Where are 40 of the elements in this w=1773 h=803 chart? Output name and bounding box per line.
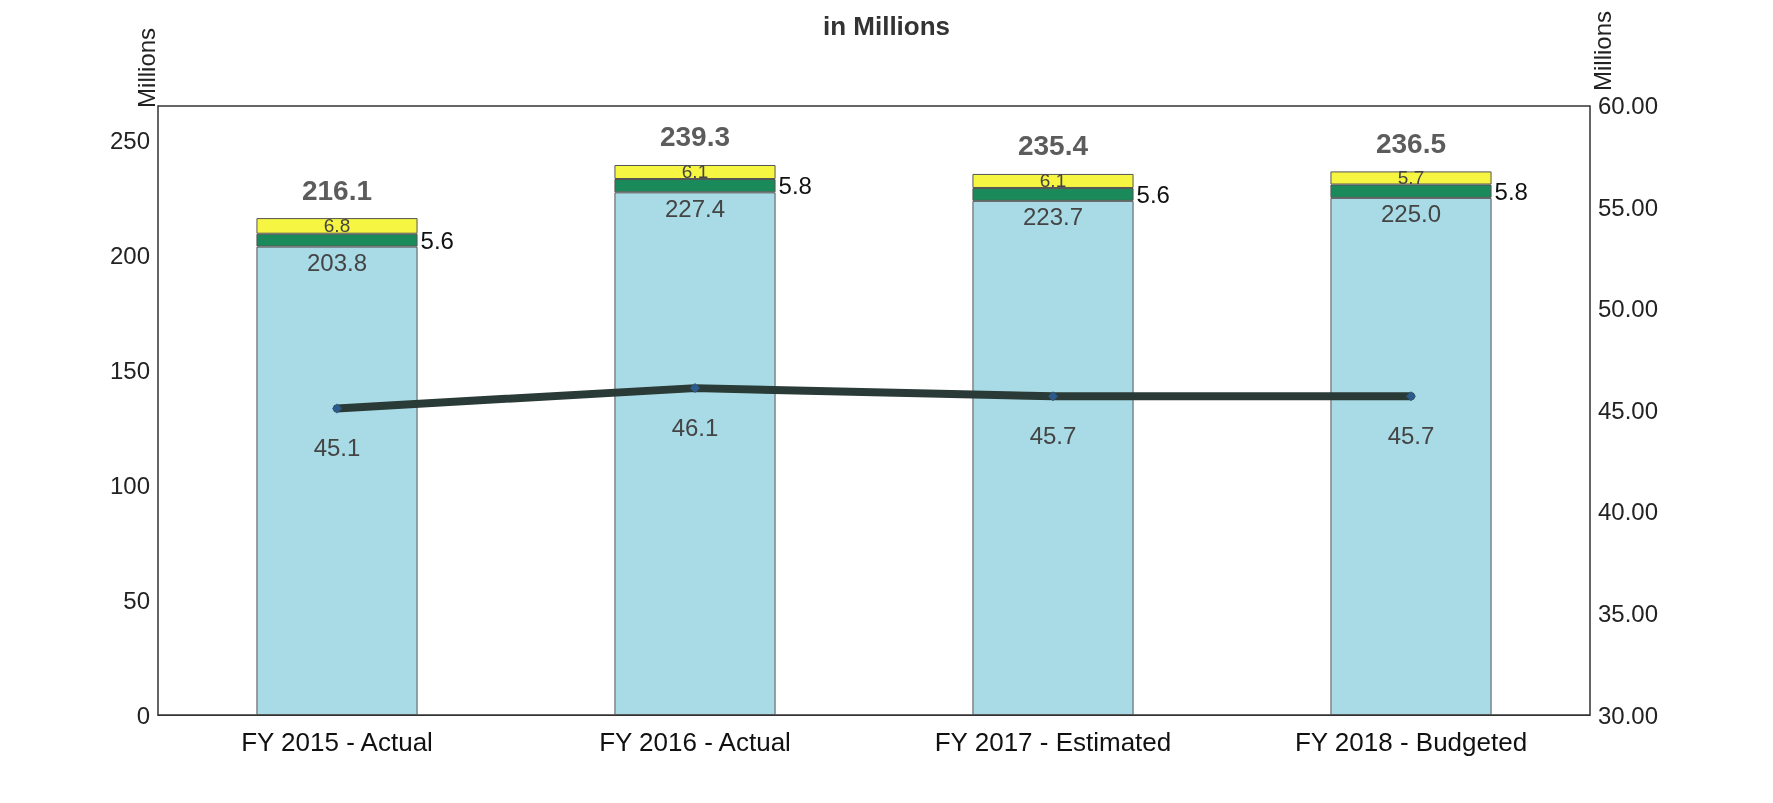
data-label: 223.7 <box>1022 203 1084 231</box>
data-label: 227.4 <box>664 194 726 222</box>
y-tick-label: 100 <box>109 471 150 499</box>
total-label: 235.4 <box>1017 130 1089 162</box>
y-axis-title: Millions <box>132 27 160 108</box>
y2-tick-label: 55.00 <box>1598 193 1659 221</box>
total-label: 236.5 <box>1375 127 1447 159</box>
data-label: 5.6 <box>1136 180 1170 208</box>
data-label: 45.1 <box>313 433 361 461</box>
y2-tick-label: 50.00 <box>1598 295 1659 323</box>
y-tick-label: 150 <box>109 356 150 384</box>
data-label: 203.8 <box>306 249 368 277</box>
total-label: 239.3 <box>659 121 731 153</box>
y2-tick-label: 35.00 <box>1598 599 1659 627</box>
data-label: 6.1 <box>681 161 709 183</box>
y-tick-label: 0 <box>136 701 150 729</box>
y2-tick-label: 30.00 <box>1598 701 1659 729</box>
y2-tick-label: 40.00 <box>1598 498 1659 526</box>
total-label: 216.1 <box>301 174 373 206</box>
x-tick-label: FY 2017 - Estimated <box>934 727 1172 757</box>
y-tick-label: 250 <box>109 126 150 154</box>
data-label: 6.1 <box>1039 170 1067 192</box>
y-tick-label: 50 <box>123 586 150 614</box>
y-tick-label: 200 <box>109 241 150 269</box>
x-tick-label: FY 2016 - Actual <box>599 727 791 757</box>
data-label: 5.7 <box>1397 167 1425 189</box>
data-label: 6.8 <box>323 215 351 237</box>
data-label: 5.6 <box>420 226 454 254</box>
y2-axis-title: Millions <box>1588 11 1616 92</box>
data-label: 45.7 <box>1029 421 1077 449</box>
data-label: 46.1 <box>671 413 719 441</box>
x-tick-label: FY 2015 - Actual <box>241 727 433 757</box>
data-label: 45.7 <box>1387 421 1435 449</box>
x-tick-label: FY 2018 - Budgeted <box>1294 727 1528 757</box>
chart-title: in Millions <box>822 11 951 41</box>
data-label: 225.0 <box>1380 200 1442 228</box>
data-label: 5.8 <box>1494 177 1528 205</box>
data-label: 5.8 <box>778 172 812 200</box>
y2-tick-label: 45.00 <box>1598 396 1659 424</box>
y2-tick-label: 60.00 <box>1598 92 1659 120</box>
